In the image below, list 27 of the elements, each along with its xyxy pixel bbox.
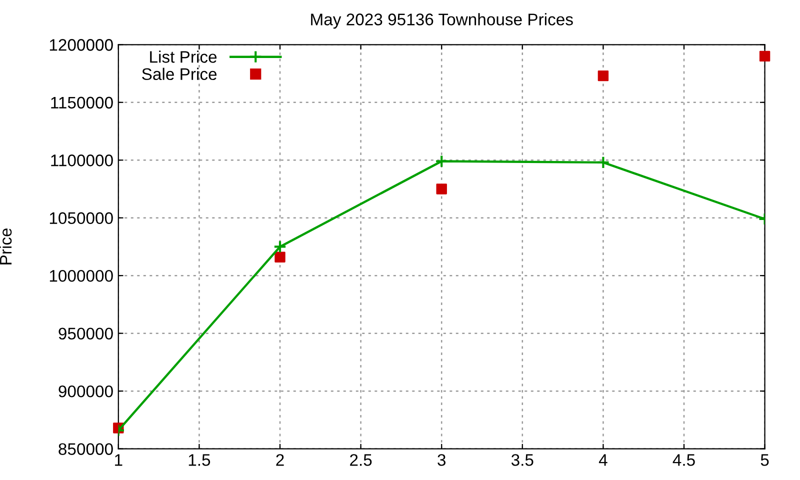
point (274, 252, 286, 262)
point (759, 50, 770, 62)
x-tick-label: 4.5 (672, 454, 695, 466)
y-tick-label: 1100000 (51, 154, 113, 166)
x-tick-label: 3 (438, 454, 446, 466)
y-tick-label: 950000 (58, 328, 113, 340)
point (436, 184, 447, 194)
chart-title: May 2023 95136 Townhouse Prices (311, 13, 573, 29)
x-tick-label: 4 (598, 454, 608, 466)
x-tick-label: 1 (115, 454, 122, 466)
x-tick-label: 2 (276, 454, 284, 466)
y-tick-label: 1050000 (50, 212, 113, 224)
point (598, 70, 609, 82)
x-tick-label: 1.5 (188, 454, 210, 466)
y-tick-label: 900000 (58, 385, 113, 398)
x-tick-label: 5 (760, 454, 769, 466)
point (596, 156, 610, 170)
y-tick-label: 1200000 (50, 39, 113, 51)
point (273, 240, 287, 254)
point (435, 154, 448, 168)
y-tick-label: 1000000 (50, 270, 113, 282)
x-tick-label: 2.5 (350, 454, 372, 466)
legend-label: List Price (150, 50, 217, 63)
y-tick-label: 850000 (58, 443, 113, 456)
legend-label: Sale Price (142, 68, 217, 80)
y-tick-label: 1150000 (51, 96, 113, 109)
x-tick-label: 3.5 (511, 454, 534, 466)
